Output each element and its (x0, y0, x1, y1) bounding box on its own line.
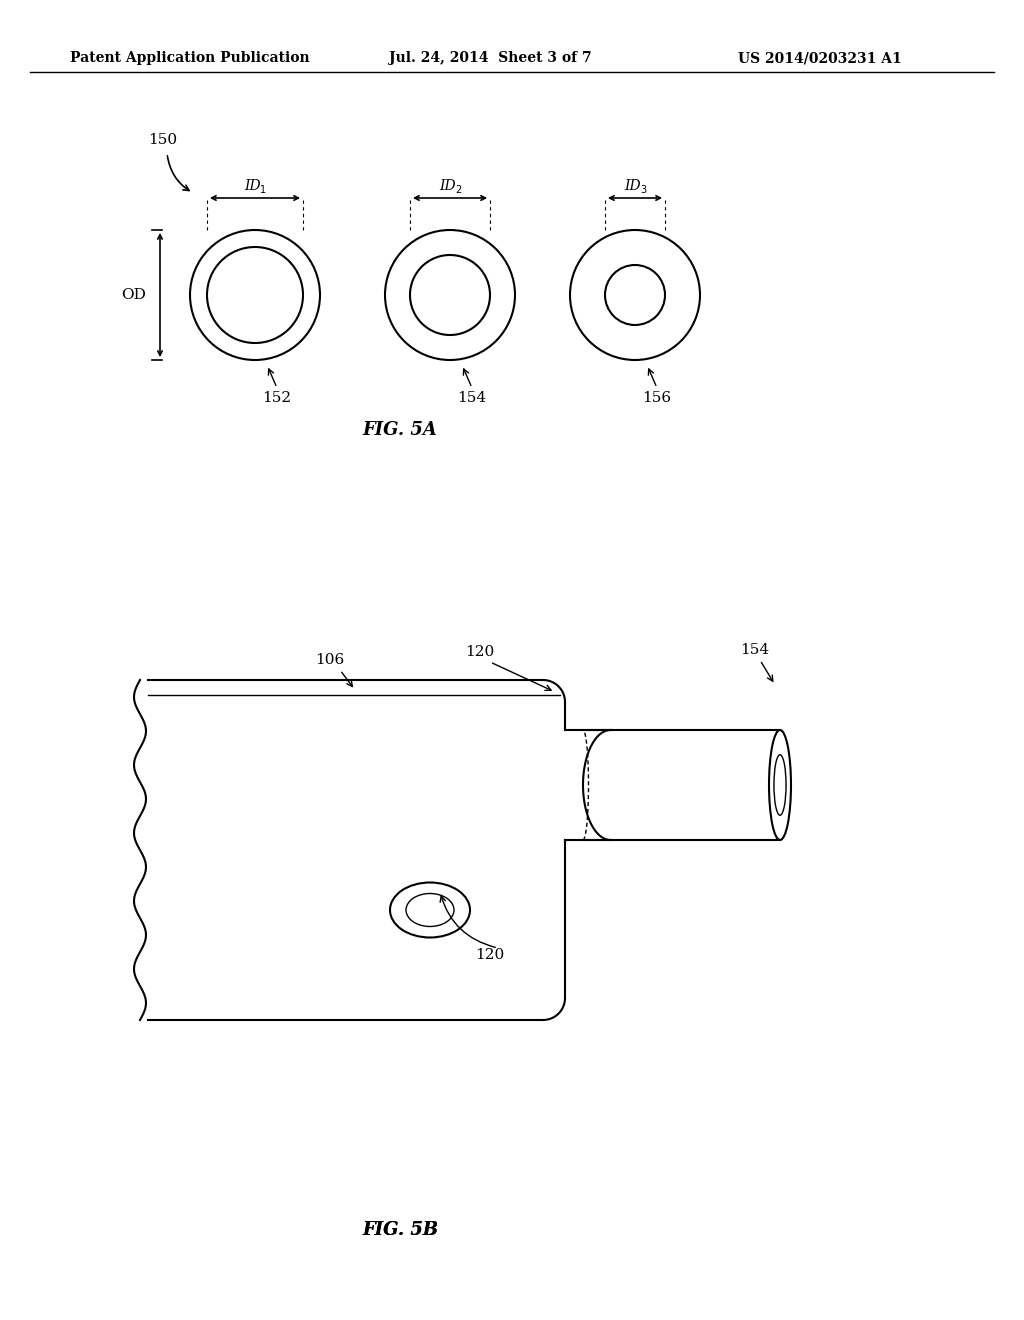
Text: 156: 156 (642, 391, 672, 405)
Text: 152: 152 (262, 391, 292, 405)
Text: 150: 150 (148, 133, 177, 147)
Text: 154: 154 (458, 391, 486, 405)
Text: ID: ID (625, 180, 641, 193)
Text: 106: 106 (315, 653, 345, 667)
Text: Patent Application Publication: Patent Application Publication (71, 51, 310, 65)
Text: 154: 154 (740, 643, 770, 657)
Text: ID: ID (245, 180, 261, 193)
Text: FIG. 5B: FIG. 5B (361, 1221, 438, 1239)
Text: FIG. 5A: FIG. 5A (362, 421, 437, 440)
Text: ID: ID (439, 180, 457, 193)
Text: US 2014/0203231 A1: US 2014/0203231 A1 (738, 51, 902, 65)
Text: 1: 1 (260, 185, 266, 195)
Text: 3: 3 (640, 185, 646, 195)
Text: FIG. 5B: FIG. 5B (361, 1221, 438, 1239)
Text: OD: OD (121, 288, 146, 302)
Text: Jul. 24, 2014  Sheet 3 of 7: Jul. 24, 2014 Sheet 3 of 7 (389, 51, 591, 65)
Text: 120: 120 (465, 645, 495, 659)
Text: 120: 120 (475, 948, 505, 962)
Text: 2: 2 (455, 185, 461, 195)
